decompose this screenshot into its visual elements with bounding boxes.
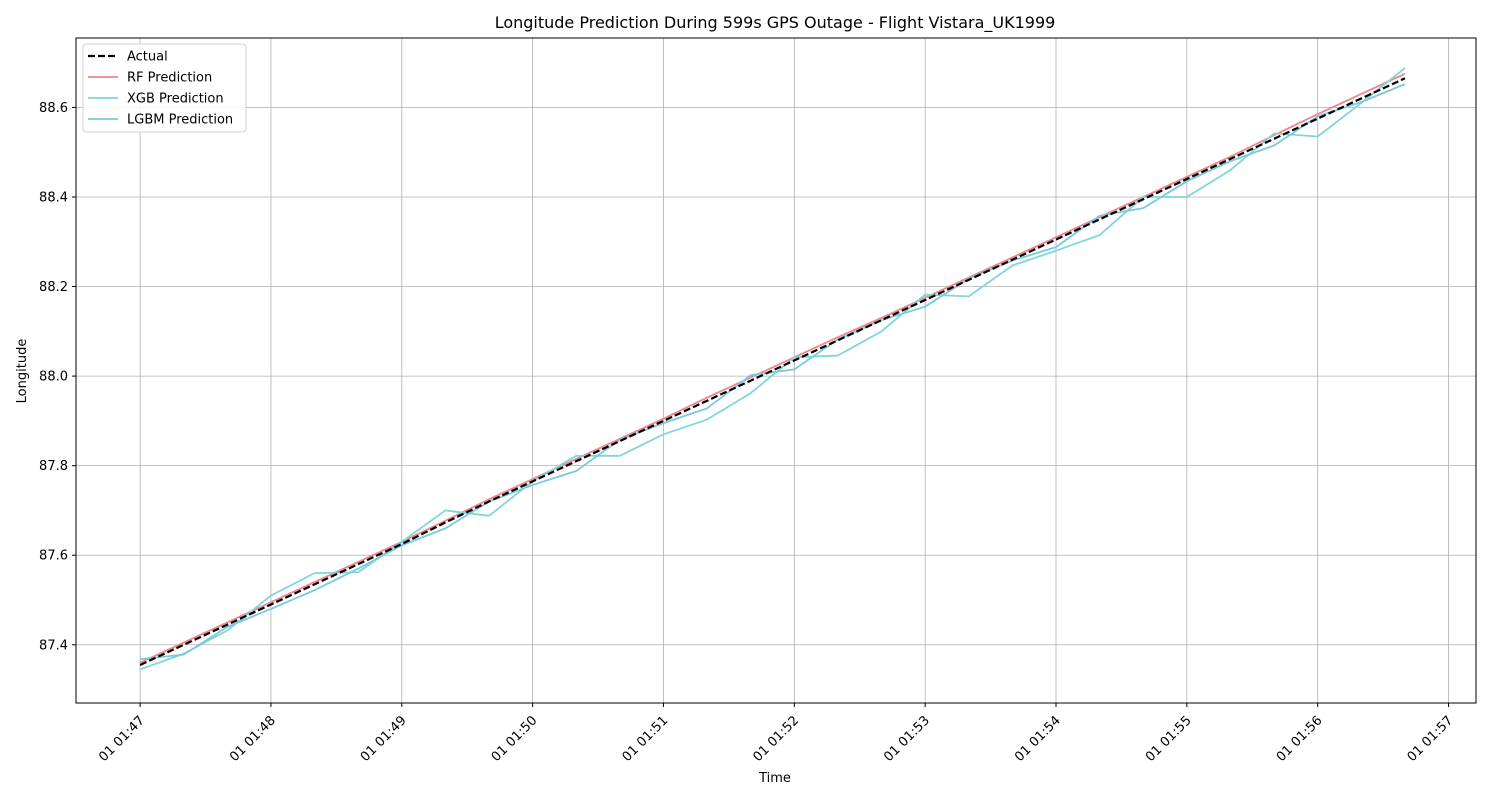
legend: Actual RF Prediction XGB Prediction LGBM Pr… (82, 43, 247, 133)
y-tick-label: 88.6 (39, 101, 68, 116)
y-tick-label: 88.0 (39, 370, 68, 385)
y-tick-label: 88.4 (39, 190, 68, 205)
y-tick-label: 88.2 (39, 280, 68, 295)
y-axis-label: Longitude (15, 339, 30, 404)
series-line-actual (139, 77, 1406, 666)
chart-title: Longitude Prediction During 599s GPS Out… (495, 13, 1056, 33)
legend-box (82, 43, 247, 133)
series-line-rf-prediction (139, 73, 1406, 664)
y-tick-label: 87.8 (39, 459, 68, 474)
y-tick-label: 87.4 (39, 638, 68, 653)
series-line-lgbm-prediction (140, 83, 1406, 661)
x-axis-label: Time (758, 771, 791, 786)
legend-label: XGB Prediction (127, 92, 224, 107)
plot-frame (75, 37, 1477, 704)
y-axis-ticks: 87.4 87.6 87.8 88.0 88.2 88.4 88.6 (39, 101, 76, 653)
legend-label: Actual (127, 50, 168, 65)
legend-label: RF Prediction (127, 71, 212, 86)
legend-label: LGBM Prediction (127, 113, 233, 128)
grid (76, 38, 1476, 703)
series-layer (139, 67, 1406, 671)
y-tick-label: 87.6 (39, 549, 68, 564)
